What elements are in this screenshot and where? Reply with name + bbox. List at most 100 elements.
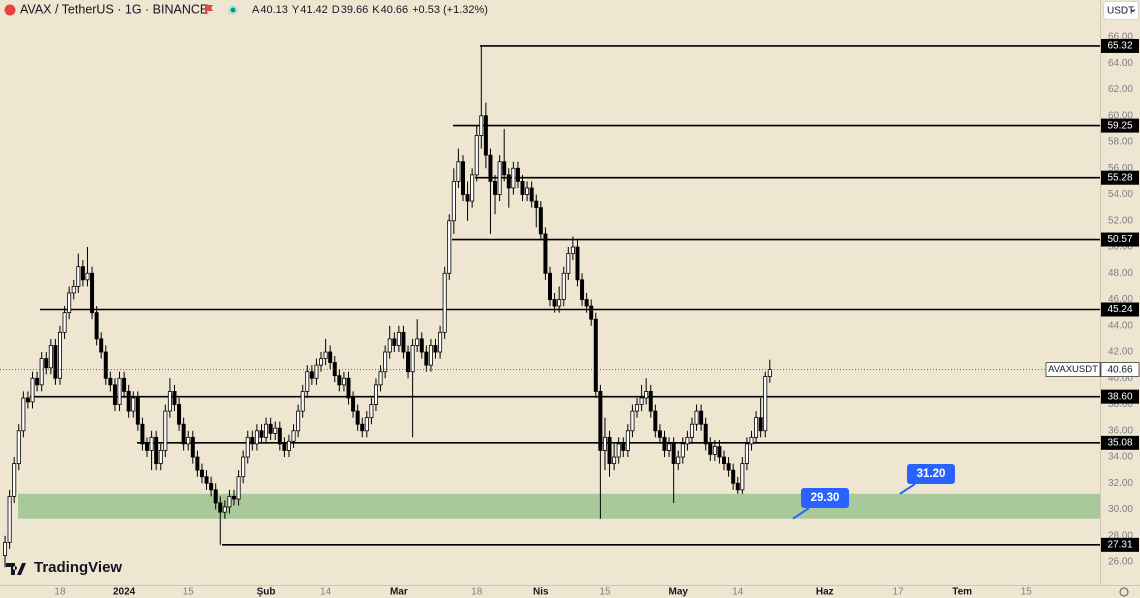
current-price-tag: 40.66 [1107,364,1132,375]
candle-body [195,456,200,471]
candle-body [479,115,484,136]
level-tag-bg [1101,389,1139,404]
candle-body [16,430,21,464]
candle-body [447,220,452,274]
ohlc-value: 41.42 [300,4,328,16]
candle-body [218,502,223,513]
candle-body [749,436,754,445]
candle-body [76,266,81,287]
candle-body [708,443,713,455]
candle-body [648,391,653,412]
candle-body [3,541,8,556]
candle-body [319,358,324,366]
candle-body [62,312,67,333]
x-tick-label: 15 [183,587,195,598]
y-tick-label: 44.00 [1108,320,1133,331]
candles-layer [3,45,772,568]
candle-body [433,345,438,353]
ohlc-value: 40.13 [260,4,288,16]
callout-box [801,488,849,508]
candle-body [671,443,676,464]
candle-body [506,174,511,189]
currency-box[interactable] [1103,1,1139,20]
candle-body [735,482,740,491]
support-zone [18,493,1100,519]
candle-body [254,430,259,445]
candle-body [460,161,465,195]
candle-body [744,443,749,464]
candle-body [529,187,534,202]
y-tick-label: 64.00 [1108,58,1133,69]
flag-icon[interactable] [205,5,213,14]
x-tick-label: 2024 [113,587,136,598]
level-tag-bg [1101,170,1139,185]
x-tick-label: 17 [892,587,904,598]
currency-caret[interactable] [1130,9,1136,13]
candle-body [154,436,159,464]
candle-body [483,115,488,156]
candle-body [602,436,607,451]
candle-body [543,233,548,274]
x-tick-label: Şub [257,587,276,598]
candle-body [25,397,30,403]
x-tick-label: Haz [816,587,834,598]
ohlc-value: 40.66 [381,4,409,16]
candle-body [80,266,85,281]
candle-body [612,456,617,464]
level-tag: 27.31 [1107,539,1132,550]
candle-body [680,443,685,458]
axis-layer: 26.00 28.00 30.00 32.00 34.00 36.00 38.00 40.00… [54,32,1133,598]
candle-body [497,161,502,195]
candle-body [456,161,461,182]
currency-button[interactable]: USDT [1103,1,1139,20]
level-tag-bg [1101,232,1139,247]
candle-body [667,443,672,451]
candle-body [186,436,191,445]
y-tick-label: 50.00 [1108,242,1133,253]
brand-name: TradingView [34,559,122,576]
candle-body [35,377,40,386]
candle-body [502,161,507,176]
candle-body [7,496,12,543]
candle-body [653,410,658,432]
candle-body [126,391,131,412]
candle-body [241,456,246,478]
y-tick-label: 40.00 [1108,373,1133,384]
candle-body [488,154,493,182]
callout-label: 29.30 [811,492,840,504]
y-tick-label: 34.00 [1108,452,1133,463]
candle-body [149,436,154,451]
candle-body [589,305,594,320]
y-tick-label: 52.00 [1108,215,1133,226]
candle-body [515,167,520,182]
candle-body [296,410,301,432]
candle-body [662,436,667,451]
settings-gear[interactable] [1119,587,1129,597]
candle-body [44,358,49,369]
candle-body [566,253,571,274]
candle-body [470,174,475,202]
settings-icon[interactable] [1119,587,1129,597]
candle-body [167,391,172,412]
candle-body [644,391,649,399]
candle-body [419,338,424,353]
ohlc-key: A [252,4,260,16]
currency-label[interactable]: USDT [1107,6,1134,17]
candle-body [369,404,374,419]
level-tag: 55.28 [1107,172,1132,183]
candle-body [548,272,553,300]
candle-body [685,436,690,445]
candle-body [158,450,163,464]
level-tag-bg [1101,38,1139,53]
candle-body [630,410,635,432]
y-tick-label: 48.00 [1108,268,1133,279]
x-tick-label: 18 [471,587,483,598]
candle-body [383,351,388,373]
candle-body [474,135,479,176]
ohlc-key: Y [292,4,300,16]
x-tick-label: Tem [952,587,972,598]
candle-body [424,351,429,366]
candle-body [406,351,411,373]
level-tag: 50.57 [1107,234,1132,245]
